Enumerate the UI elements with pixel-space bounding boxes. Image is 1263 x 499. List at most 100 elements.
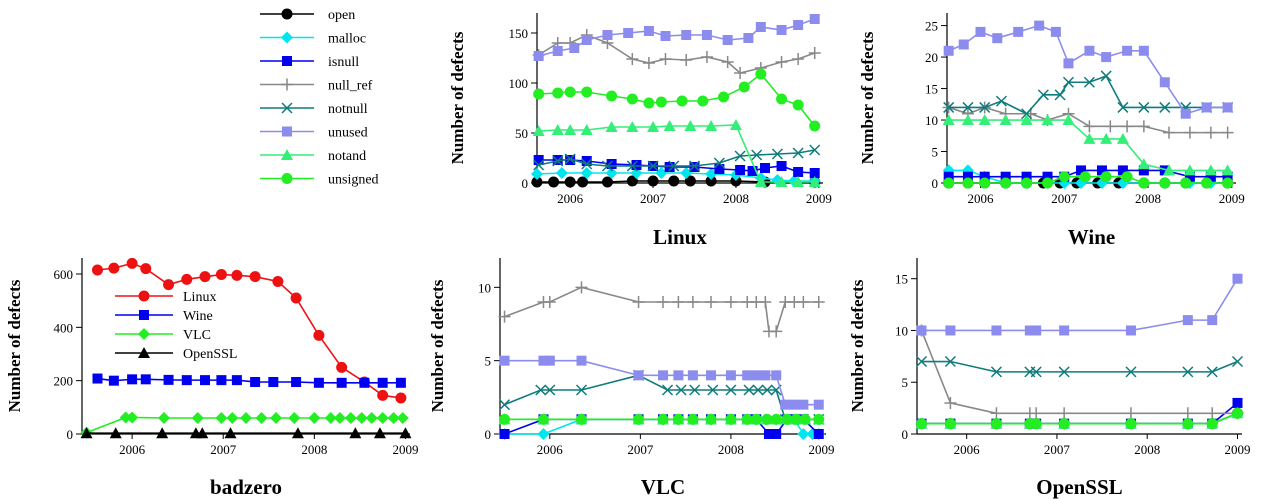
linux-series-malloc-point: [705, 168, 718, 180]
linux-series-unsigned-point: [718, 91, 730, 103]
wine-series-notnull-point: [1159, 101, 1171, 113]
vlc-series-null-ref-point: [575, 281, 588, 294]
badzero-series-openssl-point: [156, 427, 169, 439]
linux-series-notnull-point: [713, 157, 725, 169]
wine-series-null-ref-point: [1162, 126, 1175, 139]
wine-series-notnull-point: [1138, 101, 1150, 113]
wine-series-unused-point: [1180, 108, 1191, 119]
vlc-series-unsigned-point: [813, 413, 825, 425]
chart-wine: 0 5 10 15 20 25 2006 2007 2008 2009 Number of defe…: [858, 13, 1245, 249]
wine-series-notand-point: [961, 114, 974, 126]
wine-series-null-ref-point: [1204, 126, 1217, 139]
badzero-series-vlc-point: [288, 412, 301, 424]
linux-series-unused-point: [681, 30, 692, 40]
badzero-series-wine-point: [127, 374, 138, 385]
openssl-series-notnull-point: [1058, 366, 1070, 378]
legend-top-null-ref-label: null_ref: [328, 79, 373, 94]
linux-ytick-label: 50: [515, 126, 528, 141]
linux-series-notand-point: [754, 176, 767, 187]
wine-ytick-label: 25: [925, 19, 938, 34]
vlc-series-null-ref-point: [759, 296, 772, 308]
wine-series-notand-line: [948, 119, 1228, 172]
legend-badzero-openssl-label: OpenSSL: [183, 347, 237, 362]
openssl-series-notnull-point: [990, 366, 1002, 378]
vlc-series-unused-point: [538, 355, 549, 366]
badzero-series-linux-point: [231, 269, 243, 281]
legend-top-notand-label: notand: [328, 149, 366, 164]
wine-series-unsigned-point: [1180, 177, 1192, 189]
openssl-series-notnull-point: [944, 355, 956, 368]
legend-top-isnull-marker: [282, 56, 292, 66]
vlc-series-null-ref-point: [724, 296, 737, 308]
legend-badzero: Linux Wine VLC OpenSSL: [115, 290, 237, 362]
wine-series-unsigned-point: [1138, 177, 1150, 189]
linux-series-unsigned-line: [538, 72, 816, 127]
badzero-series-vlc-point: [324, 412, 337, 424]
linux-series-null-ref-point: [626, 53, 639, 65]
linux-series-isnull-point: [606, 159, 617, 169]
badzero-series-linux-point: [126, 257, 138, 269]
linux-series-unsigned-point: [533, 88, 545, 100]
openssl-series-unsigned-point: [916, 418, 928, 430]
legend-badzero-openssl-marker: [138, 347, 150, 358]
wine-series-notnull-point: [995, 95, 1007, 107]
linux-series-unused-point: [660, 31, 671, 41]
linux-series-isnull-point: [735, 165, 746, 175]
openssl-series-unused-point: [1207, 315, 1218, 326]
linux-series-open-point: [564, 176, 576, 188]
wine-series-isnull-point: [1184, 171, 1195, 182]
wine-series-null-ref-point: [1083, 120, 1096, 133]
linux-series-notand-point: [605, 121, 618, 132]
wine-series-isnull-point: [1205, 171, 1216, 182]
vlc-series-unused-point: [705, 370, 716, 381]
badzero-series-wine-point: [395, 377, 406, 388]
vlc-series-unused-point: [658, 370, 668, 381]
linux-series-unused-point: [793, 20, 804, 30]
wine-series-unsigned-point: [1079, 171, 1091, 183]
openssl-xtick-label: 2006: [954, 442, 981, 457]
wine-ytick-label: 5: [932, 145, 939, 160]
vlc-series-unused-point: [751, 370, 762, 381]
linux-series-null-ref-point: [721, 56, 734, 68]
vlc-series-unused-point: [780, 399, 791, 410]
vlc-series-unused-point: [813, 399, 824, 410]
vlc-xtick-label: 2006: [537, 442, 564, 457]
vlc-series-null-ref-point: [770, 325, 783, 338]
linux-series-notand-point: [647, 121, 660, 132]
vlc-series-unsigned-point: [799, 413, 811, 425]
linux-series-unused-point: [623, 28, 634, 38]
wine-y-label: Number of defects: [858, 31, 877, 164]
linux-series-unused-point: [701, 30, 712, 40]
wine-series-unsigned-point: [1000, 177, 1012, 189]
wine-series-null-ref-point: [1137, 120, 1150, 133]
openssl-series-null-ref-point: [990, 407, 1003, 420]
wine-series-notand-point: [1116, 132, 1129, 144]
openssl-xtick-label: 2009: [1224, 442, 1250, 457]
linux-series-notnull-point: [734, 150, 746, 162]
vlc-series-notnull-point: [675, 384, 687, 396]
linux-series-isnull-point: [664, 162, 675, 172]
linux-ytick-label: 0: [522, 176, 529, 191]
openssl-series-notnull-point: [1206, 366, 1218, 378]
openssl-series-null-ref-line: [920, 330, 1238, 415]
vlc-series-unused-point: [499, 355, 510, 366]
wine-series-unsigned-point: [1100, 171, 1112, 183]
vlc-series-notnull-point: [689, 384, 701, 396]
vlc-series-unsigned-point: [750, 413, 762, 425]
badzero-series-wine-point: [181, 375, 192, 386]
legend-top-open-label: open: [328, 8, 355, 23]
vlc-series-unsigned-point: [499, 413, 511, 425]
vlc-series-null-ref-point: [797, 296, 810, 308]
wine-ytick-label: 0: [932, 176, 939, 191]
wine-xtick-label: 2006: [968, 191, 995, 206]
badzero-series-openssl-point: [196, 427, 209, 439]
vlc-series-unused-point: [798, 399, 809, 410]
linux-series-unused-point: [743, 33, 754, 43]
badzero-series-wine-point: [231, 375, 242, 386]
vlc-series-unsigned-point: [657, 413, 669, 425]
wine-series-isnull-point: [1222, 171, 1233, 182]
linux-series-unused-point: [755, 22, 766, 32]
linux-y-label: Number of defects: [448, 31, 467, 164]
linux-series-open-point: [684, 175, 696, 187]
